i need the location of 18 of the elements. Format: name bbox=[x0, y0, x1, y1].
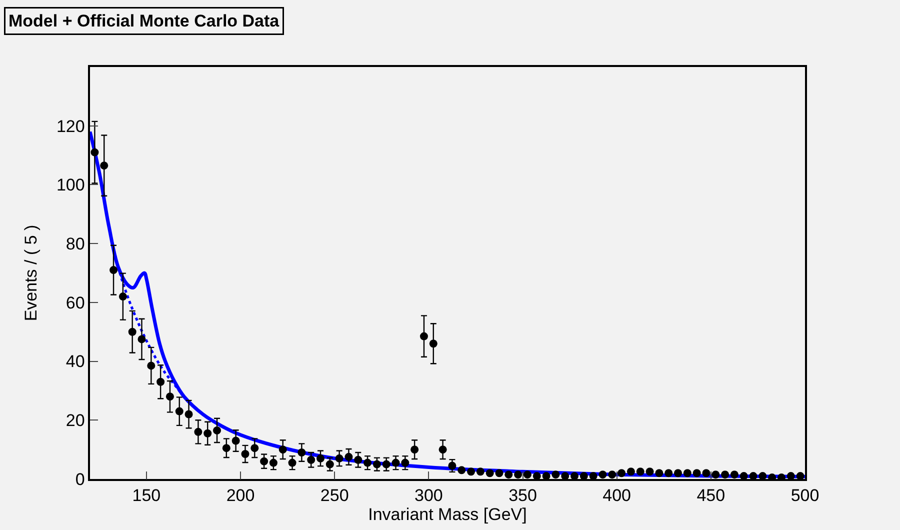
y-tick-label: 40 bbox=[66, 352, 85, 372]
y-axis-title: Events / ( 5 ) bbox=[22, 224, 41, 322]
y-tick-label: 20 bbox=[66, 411, 85, 430]
x-axis-title: Invariant Mass [GeV] bbox=[368, 505, 527, 524]
y-tick-label: 60 bbox=[66, 293, 85, 312]
y-tick-label: 120 bbox=[56, 116, 85, 136]
x-tick-label: 450 bbox=[696, 486, 726, 506]
y-tick-label: 0 bbox=[75, 470, 85, 489]
x-tick-label: 300 bbox=[414, 486, 443, 506]
x-tick-label: 250 bbox=[320, 486, 349, 506]
y-tick-label: 80 bbox=[66, 234, 85, 254]
x-tick-label: 500 bbox=[790, 486, 820, 506]
x-tick-label: 350 bbox=[508, 486, 537, 506]
chart-title: Model + Official Monte Carlo Data bbox=[8, 12, 280, 30]
x-tick-label: 400 bbox=[602, 486, 632, 506]
x-tick-label: 150 bbox=[132, 486, 161, 506]
x-tick-label: 200 bbox=[226, 486, 255, 506]
y-tick-label: 100 bbox=[56, 176, 85, 195]
